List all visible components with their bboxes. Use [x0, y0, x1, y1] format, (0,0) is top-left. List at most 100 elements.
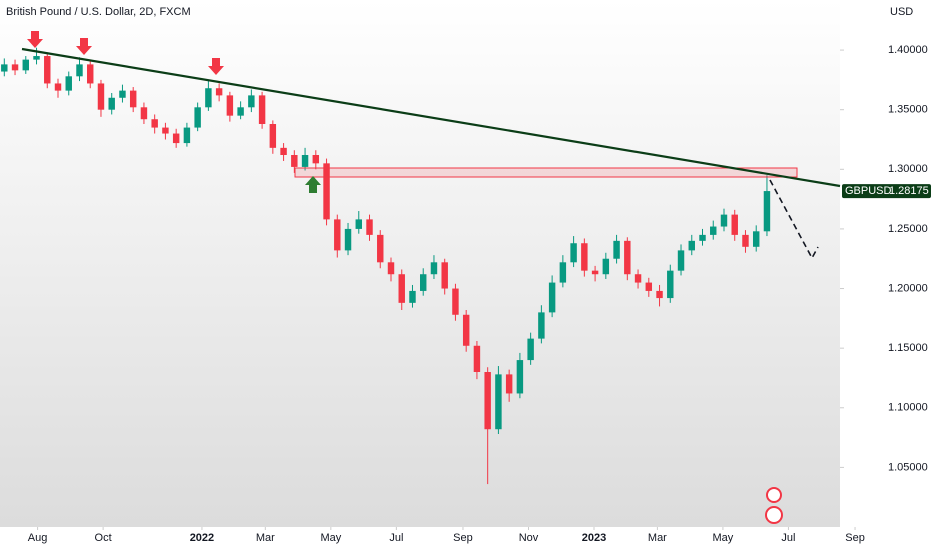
x-tick-label: Jul [389, 532, 403, 544]
down-arrow [76, 38, 92, 55]
x-tick-label: Jul [781, 532, 795, 544]
candle-body [205, 88, 212, 108]
candle-body [462, 314, 470, 346]
candle-body [752, 231, 760, 247]
candle-body [634, 274, 642, 283]
candle-body [323, 163, 330, 220]
candle-body [301, 155, 309, 167]
candle-body [108, 97, 115, 110]
candle-body [355, 219, 362, 229]
candle-body [226, 95, 234, 116]
candle-body [581, 243, 588, 271]
candle-body [33, 56, 40, 60]
candle-body [484, 372, 491, 430]
candles [1, 47, 771, 485]
event-icon[interactable] [766, 487, 782, 503]
candle-body [667, 270, 674, 299]
price-axis [840, 0, 932, 550]
candle-body [258, 95, 266, 124]
candle-body [129, 90, 137, 108]
candle-body [194, 107, 201, 128]
candle-body [54, 83, 62, 91]
candle-body [505, 374, 513, 394]
candle-body [452, 288, 459, 315]
x-tick-label: May [320, 532, 341, 544]
candle-body [398, 274, 405, 303]
candle-body [1, 64, 8, 72]
x-tick-label: Aug [28, 532, 48, 544]
y-tick-label: 1.25000 [888, 223, 928, 235]
x-tick-label: Mar [648, 532, 667, 544]
candle-body [97, 83, 105, 110]
candle-body [613, 240, 620, 259]
candle-body [366, 219, 373, 235]
down-arrow [208, 58, 224, 75]
candle-body [409, 290, 416, 303]
candle-body [559, 262, 567, 283]
candle-body [473, 345, 481, 372]
candle-body [645, 282, 653, 291]
x-tick-label: Nov [519, 532, 539, 544]
candle-body [140, 107, 148, 120]
candle-body [624, 240, 631, 275]
candle-body [151, 119, 158, 128]
event-icon[interactable] [765, 506, 783, 524]
candle-body [87, 64, 94, 84]
candle-body [119, 90, 126, 98]
candle-body [430, 262, 438, 275]
up-arrow [305, 176, 321, 193]
candle-body [22, 59, 30, 71]
x-tick-label: May [713, 532, 734, 544]
y-tick-label: 1.10000 [888, 402, 928, 414]
candle-body [495, 374, 502, 430]
symbol-label: GBPUSD [845, 185, 892, 197]
candle-body [677, 250, 685, 271]
candle-body [763, 191, 771, 232]
candle-body [387, 262, 395, 275]
candle-body [731, 214, 738, 235]
y-tick-label: 1.30000 [888, 163, 928, 175]
candle-body [656, 290, 663, 299]
chart-title: British Pound / U.S. Dollar, 2D, FXCM [6, 6, 191, 18]
candle-body [76, 64, 83, 77]
resistance-zone [294, 167, 798, 178]
candle-body [441, 262, 448, 289]
candle-body [548, 282, 556, 313]
last-price-label: 1.28175 [889, 185, 929, 197]
y-tick-label: 1.35000 [888, 104, 928, 116]
candle-body [516, 360, 524, 394]
candle-body [420, 274, 427, 291]
y-tick-label: 1.15000 [888, 342, 928, 354]
candle-body [44, 56, 51, 84]
x-tick-label: Mar [256, 532, 275, 544]
candle-body [215, 88, 223, 96]
candle-body [538, 312, 545, 339]
candle-body [377, 234, 384, 263]
candle-body [602, 258, 610, 275]
down-arrow [27, 31, 43, 48]
x-tick-label: 2023 [582, 532, 606, 544]
candle-body [291, 155, 298, 167]
candle-body [742, 234, 749, 247]
x-tick-label: Oct [95, 532, 112, 544]
candle-body [570, 243, 577, 263]
candle-body [710, 226, 717, 235]
candle-body [269, 124, 277, 148]
candle-body [334, 219, 341, 251]
candle-body [720, 214, 728, 227]
x-tick-label: 2022 [190, 532, 214, 544]
candle-body [11, 64, 19, 71]
trend-line [21, 47, 841, 188]
candle-body [280, 147, 287, 155]
candle-body [688, 240, 695, 251]
candle-body [162, 127, 169, 134]
candle-body [344, 228, 352, 251]
y-tick-label: 1.20000 [888, 282, 928, 294]
axis-unit: USD [890, 6, 913, 18]
candle-body [183, 127, 191, 144]
candle-body [527, 338, 534, 361]
candle-body [237, 107, 244, 116]
last-price-tag [842, 184, 931, 199]
candle-body [312, 155, 320, 164]
